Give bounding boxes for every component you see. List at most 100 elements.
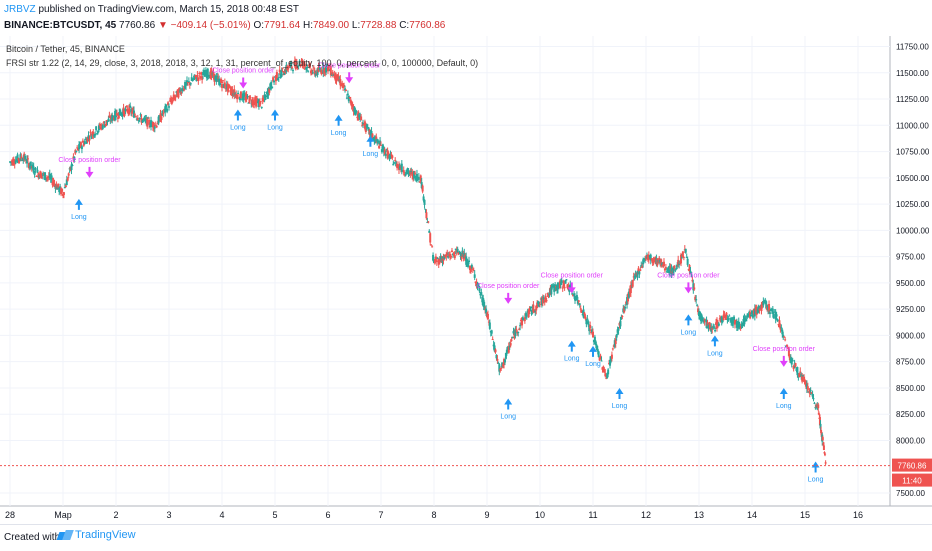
candle-body (271, 86, 274, 89)
candle-body (435, 260, 438, 263)
candle-body (147, 117, 150, 119)
candle-body (647, 255, 650, 260)
candle-body (824, 453, 827, 455)
candle-body (485, 308, 488, 314)
candle-body (684, 248, 687, 253)
candle-body (423, 199, 426, 205)
candle-body (103, 124, 106, 128)
candle-body (402, 170, 405, 173)
candle-body (495, 354, 498, 359)
author-link[interactable]: JRBVZ (4, 4, 36, 15)
candle-body (534, 310, 537, 313)
last-price-badge-text: 7760.86 (898, 462, 927, 471)
candle-body (12, 158, 15, 164)
candle-body (606, 373, 609, 379)
candle-body (80, 146, 83, 150)
candle-body (371, 133, 374, 139)
candle-body (187, 81, 190, 83)
candle-body (391, 155, 394, 158)
candle-body (311, 72, 314, 74)
candle-body (95, 126, 98, 131)
x-tick-label: 3 (166, 510, 171, 520)
candle-body (467, 263, 470, 267)
close-order-arrow (779, 355, 788, 367)
candle-body (430, 244, 433, 246)
legend-strategy: FRSI str 1.22 (2, 14, 29, close, 3, 2018… (6, 58, 479, 68)
candle-body (33, 173, 36, 175)
candle-body (787, 348, 790, 356)
candle-body (277, 77, 280, 79)
candle-body (663, 268, 666, 271)
candle-body (478, 286, 481, 292)
candle-body (595, 345, 598, 351)
y-tick-label: 10250.00 (896, 200, 930, 209)
tradingview-icon (58, 530, 72, 540)
y-tick-label: 8000.00 (896, 436, 925, 445)
candle-body (367, 127, 370, 131)
candle-body (189, 83, 192, 85)
candle-body (623, 306, 626, 313)
candle-body (243, 94, 246, 96)
candle-body (362, 122, 365, 125)
candle-body (680, 254, 683, 264)
candle-body (656, 258, 659, 266)
candle-body (168, 106, 170, 108)
candle-body (696, 304, 699, 306)
y-tick-label: 9750.00 (896, 253, 925, 262)
candle-body (433, 259, 436, 264)
candle-body (579, 308, 582, 310)
candle-body (249, 97, 252, 99)
chart-area[interactable]: 11750.00 11500.00 11250.00 11000.00 10750.00… (0, 36, 932, 524)
candle-body (721, 320, 724, 323)
candle-body (434, 256, 437, 260)
x-tick-label: 6 (325, 510, 330, 520)
candle-body (344, 90, 347, 92)
tradingview-logo[interactable]: TradingView (58, 529, 136, 541)
candle-body (383, 149, 386, 155)
candle-body (223, 82, 226, 88)
candle-body (775, 314, 778, 317)
candle-body (233, 89, 236, 96)
y-tick-label: 9000.00 (896, 331, 925, 340)
candle-body (565, 279, 568, 281)
candle-body (216, 75, 219, 81)
price-chart[interactable]: 11750.00 11500.00 11250.00 11000.00 10750.00… (0, 36, 932, 524)
candle-body (137, 120, 140, 122)
candle-body (664, 266, 667, 268)
long-label: Long (363, 151, 379, 158)
candle-body (546, 293, 549, 295)
candle-body (253, 101, 256, 106)
long-entry-arrow (567, 340, 576, 352)
candle-body (575, 295, 578, 298)
candle-body (536, 302, 539, 309)
candle-body (596, 348, 599, 352)
candle-body (347, 95, 350, 102)
candle-body (258, 101, 261, 107)
candle-body (679, 263, 682, 265)
candle-body (295, 62, 298, 65)
x-tick-label: 2 (113, 510, 118, 520)
candle-body (79, 142, 82, 148)
close-position-label: Close position order (753, 346, 816, 353)
x-tick-label: 14 (747, 510, 757, 520)
candle-body (24, 155, 27, 160)
candle-body (503, 359, 506, 363)
candle-body (811, 393, 814, 397)
symbol-label: BINANCE:BTCUSDT, 45 (4, 20, 117, 31)
candle-body (427, 221, 430, 223)
candle-body (583, 312, 586, 315)
candle-body (335, 79, 338, 82)
candle-body (420, 182, 423, 189)
candle-body (125, 106, 128, 108)
candle-body (384, 153, 387, 156)
candle-body (620, 317, 623, 320)
candle-body (345, 97, 348, 99)
candle-body (254, 97, 257, 101)
candle-body (88, 138, 91, 141)
y-tick-label: 11750.00 (896, 43, 929, 52)
candle-body (181, 88, 184, 91)
candle-body (154, 124, 157, 126)
candle-body (817, 412, 820, 415)
candle-body (234, 93, 237, 95)
candle-body (366, 126, 369, 128)
